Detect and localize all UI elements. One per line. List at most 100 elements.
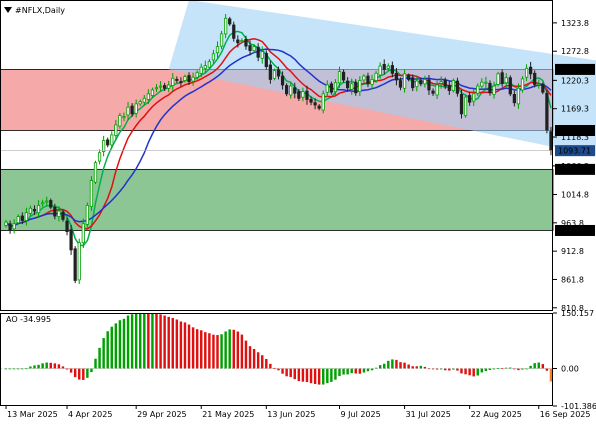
ao-bar [529, 365, 532, 369]
candle-body [459, 94, 464, 115]
price-tag-label: 1130.00 [558, 127, 591, 136]
candle [431, 88, 435, 96]
candle [106, 137, 110, 148]
candle-body [244, 39, 248, 47]
x-tick-label: 21 May 2025 [202, 410, 254, 419]
candle [228, 16, 232, 26]
candle [439, 76, 443, 89]
ao-bar [195, 329, 199, 369]
candle-body [390, 65, 394, 74]
x-tick-label: 16 Sep 2025 [540, 410, 591, 419]
candle [378, 62, 382, 79]
candle [520, 76, 525, 93]
ao-bar [492, 368, 496, 370]
candle-body [370, 79, 374, 85]
ao-bar [545, 368, 549, 371]
ao-bar [106, 331, 109, 369]
ao-bar [346, 368, 349, 375]
candle-body [354, 81, 358, 94]
candle [171, 72, 175, 91]
candle [126, 101, 130, 121]
ao-bar [252, 348, 256, 369]
candle [415, 76, 419, 92]
candle-body [382, 64, 386, 70]
candle-body [333, 82, 338, 93]
candle-body [138, 101, 142, 105]
candle [187, 72, 191, 85]
candle [260, 46, 264, 64]
ao-bar [435, 368, 439, 370]
candle [20, 212, 24, 225]
candle-body [455, 80, 460, 94]
candle [537, 79, 541, 89]
candle [175, 76, 179, 83]
candle [337, 66, 342, 88]
candle-body [211, 53, 216, 61]
ao-bar [322, 368, 325, 385]
candle-body [500, 72, 504, 84]
candle-body [122, 116, 126, 119]
candle-body [97, 152, 102, 162]
ao-bar [224, 331, 227, 369]
candle-body [146, 93, 150, 100]
ao-bar [509, 367, 512, 369]
candle [110, 131, 114, 149]
ao-bar [456, 368, 459, 371]
ao-bar [220, 334, 223, 369]
y-tick-label: 861.8 [561, 275, 584, 284]
ao-bar [549, 368, 553, 382]
candle-body [524, 67, 529, 78]
candle-body [305, 90, 309, 100]
candle-body [329, 83, 333, 93]
candle-body [260, 51, 264, 59]
ao-bar [541, 364, 545, 369]
y-tick-label: 810.8 [561, 304, 584, 313]
candle [28, 205, 33, 216]
candle [346, 77, 350, 92]
y-tick-label: 963.8 [561, 219, 584, 228]
candle [289, 82, 293, 99]
candle-body [443, 80, 447, 87]
candle [366, 72, 370, 88]
candle [386, 63, 390, 71]
ao-bar [53, 363, 57, 369]
ao-bar [374, 367, 378, 369]
ao-bar [525, 368, 528, 370]
price-tag-label: 950.00 [558, 226, 586, 235]
candle-body [126, 106, 130, 116]
candle [394, 67, 399, 86]
candle [118, 112, 122, 129]
candle [61, 209, 65, 222]
ao-bar [216, 335, 219, 369]
candle-body [154, 87, 159, 90]
candle-body [195, 72, 199, 78]
candle [427, 74, 431, 95]
ao-bar [289, 368, 292, 378]
candle [419, 78, 423, 87]
candle [382, 59, 386, 75]
candle [423, 75, 427, 88]
candle [219, 30, 224, 50]
ao-bar [37, 364, 40, 369]
ao-bar [17, 368, 20, 370]
triangle-down-icon[interactable] [4, 7, 12, 13]
price-tag [555, 145, 595, 157]
candle-body [28, 207, 33, 214]
candle-body [167, 84, 171, 89]
candle [102, 135, 106, 157]
y-tick-label: 1323.8 [561, 19, 589, 28]
candle [114, 119, 118, 141]
ao-bar [383, 363, 386, 369]
candle [280, 71, 285, 90]
candle [248, 40, 252, 56]
candle-body [431, 90, 435, 94]
candle-body [472, 93, 476, 102]
candle-body [45, 200, 49, 203]
candle-body [423, 79, 427, 85]
price-tag [555, 224, 595, 236]
ao-bar [513, 368, 516, 370]
ao-bar [143, 313, 146, 369]
candle-body [150, 89, 155, 96]
candle-body [179, 81, 183, 84]
